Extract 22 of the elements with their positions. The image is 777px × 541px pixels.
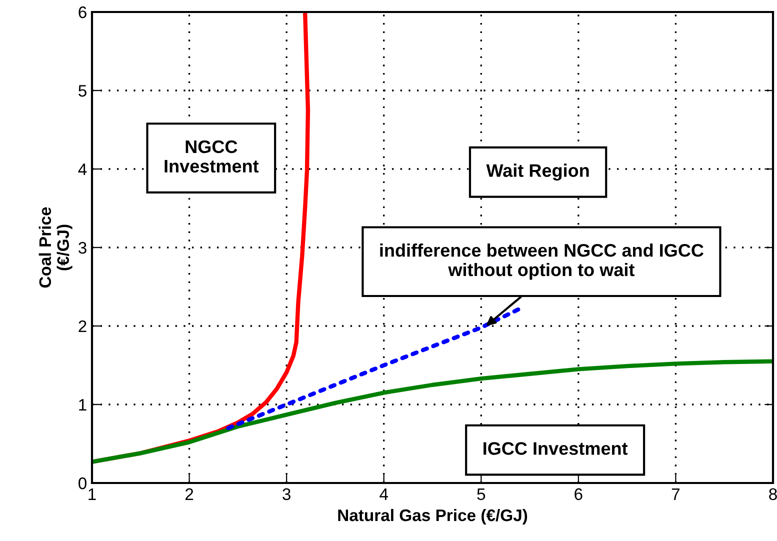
x-tick-label: 3: [282, 488, 290, 500]
y-tick-label: 0: [78, 477, 86, 490]
annotation: Wait Region: [486, 164, 589, 181]
y-tick-label: 6: [78, 6, 86, 18]
y-tick-label: 2: [78, 320, 86, 332]
x-tick-label: 8: [769, 488, 777, 500]
y-tick-label: 3: [78, 242, 86, 254]
x-tick-label: 1: [88, 488, 96, 500]
y-tick-label: 5: [78, 85, 86, 97]
annotation: IGCC Investment: [484, 442, 628, 455]
x-tick-label: 6: [574, 488, 582, 500]
annotation: NGCC Investment: [164, 140, 259, 173]
x-tick-label: 2: [185, 488, 194, 500]
y-tick-label: 1: [79, 399, 86, 411]
x-tick-label: 5: [477, 488, 486, 500]
annotation: indifference between NGCC and IGCC without option to wait: [380, 243, 704, 280]
x-axis-title: Natural Gas Price (€/GJ): [338, 508, 528, 524]
x-tick-label: 4: [380, 488, 388, 500]
y-axis-title: Coal Price (€/GJ): [38, 207, 72, 288]
y-tick-label: 4: [78, 164, 87, 176]
line-series: [92, 359, 773, 464]
x-tick-label: 7: [672, 488, 680, 500]
